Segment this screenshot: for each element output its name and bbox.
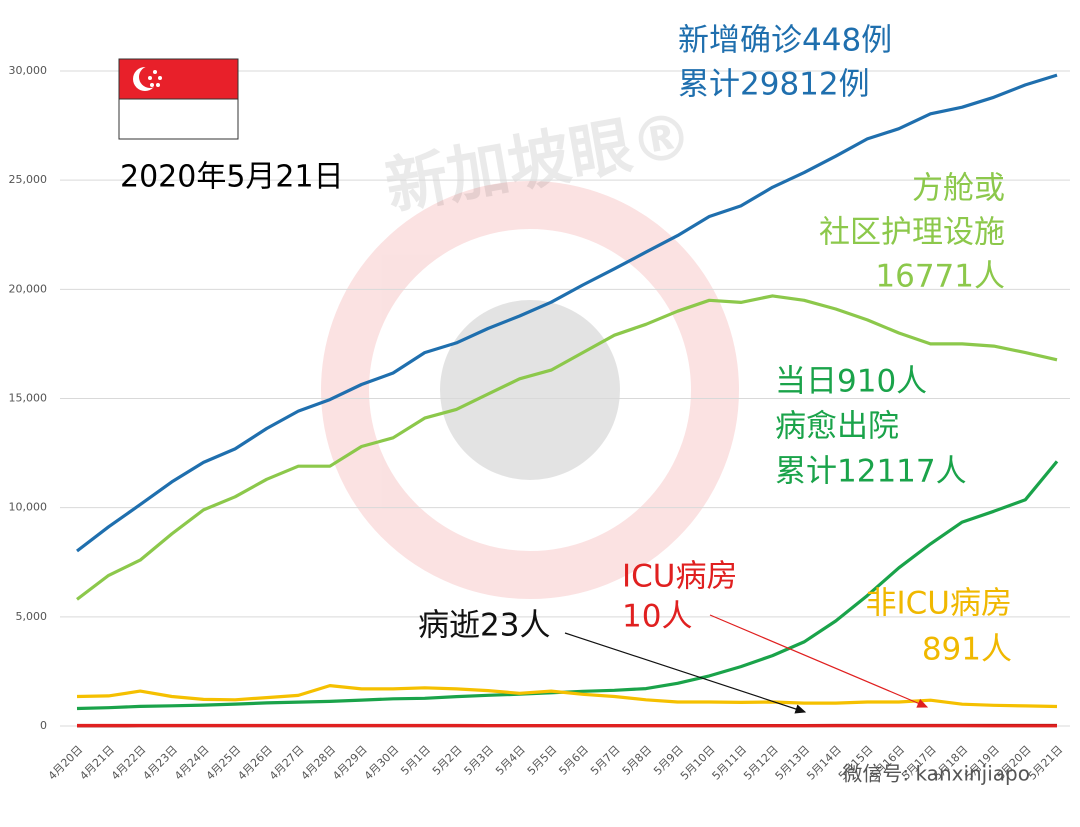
- y-tick-label: 20,000: [9, 282, 48, 295]
- y-tick-label: 0: [40, 719, 47, 732]
- series-line: [76, 294, 1058, 601]
- annotation: 当日910人: [775, 364, 927, 400]
- y-tick-label: 30,000: [9, 64, 48, 77]
- series-line: [76, 73, 1058, 553]
- y-tick-label: 10,000: [9, 501, 48, 514]
- annotation: 新增确诊448例: [678, 23, 892, 59]
- x-tick-label: 5月21日: [1026, 743, 1066, 783]
- y-tick-label: 25,000: [9, 173, 48, 186]
- footer: 微信号: kanxinjiapo: [842, 762, 1030, 786]
- arrow: [709, 614, 929, 708]
- annotation: 方舱或: [912, 171, 1005, 207]
- x-tick-label: 5月8日: [620, 743, 655, 778]
- series-line: [76, 683, 1058, 709]
- y-tick-label: 5,000: [16, 610, 48, 623]
- x-tick-label: 5月5日: [525, 743, 560, 778]
- x-tick-label: 5月6日: [556, 743, 591, 778]
- x-tick-label: 5月1日: [398, 743, 433, 778]
- arrow: [564, 632, 807, 714]
- watermark-logo: [321, 181, 739, 599]
- flag: [118, 58, 239, 140]
- x-tick-label: 5月2日: [430, 743, 465, 778]
- annotation: ICU病房: [622, 559, 737, 595]
- annotation: 非ICU病房: [866, 586, 1012, 622]
- x-tick-label: 5月3日: [462, 743, 497, 778]
- date-label: 2020年5月21日: [120, 160, 344, 195]
- x-tick-label: 5月7日: [588, 743, 623, 778]
- y-tick-label: 15,000: [9, 392, 48, 405]
- x-tick-label: 4月30日: [362, 743, 402, 783]
- x-tick-label: 5月4日: [493, 743, 528, 778]
- annotation: 病逝23人: [418, 608, 550, 644]
- annotation: 10人: [622, 599, 692, 635]
- annotation: 病愈出院: [775, 409, 899, 445]
- annotation: 16771人: [875, 259, 1005, 295]
- annotation: 累计29812例: [678, 67, 870, 103]
- annotation: 累计12117人: [775, 454, 967, 490]
- annotation: 社区护理设施: [819, 215, 1005, 251]
- annotation: 891人: [922, 632, 1012, 668]
